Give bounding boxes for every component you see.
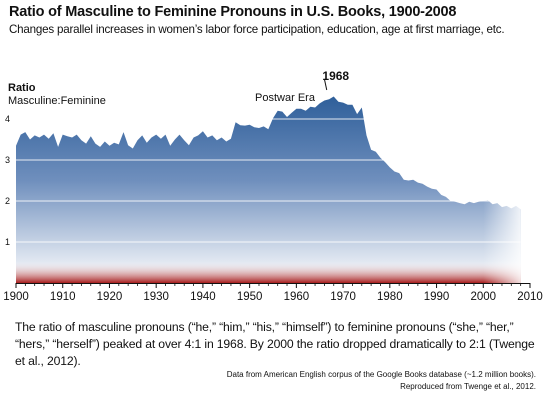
y-tick-label: 2	[5, 196, 10, 206]
source-line-1: Data from American English corpus of the…	[226, 370, 536, 379]
x-tick-label: 1990	[424, 291, 450, 303]
x-tick-label: 2010	[517, 291, 543, 303]
x-tick-label: 2000	[470, 291, 496, 303]
annotation-peak-1968: 1968	[322, 69, 349, 83]
ratio-area-series	[16, 96, 521, 283]
chart-caption: The ratio of masculine pronouns (“he,” “…	[15, 320, 535, 368]
x-tick-label: 1900	[3, 291, 29, 303]
x-tick-label: 1970	[330, 291, 356, 303]
source-note: Data from American English corpus of the…	[227, 369, 536, 393]
chart-subtitle: Changes parallel increases in women’s la…	[9, 23, 505, 36]
y-tick-label: 3	[5, 155, 10, 165]
x-tick-label: 1910	[50, 291, 76, 303]
y-axis-sublabel: Masculine:Feminine	[8, 95, 106, 107]
source-line-2: Reproduced from Twenge et al., 2012.	[400, 382, 536, 391]
x-tick-label: 1980	[377, 291, 403, 303]
x-tick-label: 1930	[143, 291, 169, 303]
x-tick-label: 1950	[237, 291, 263, 303]
x-tick-label: 1920	[97, 291, 123, 303]
x-tick-label: 1940	[190, 291, 216, 303]
baseline-band	[16, 261, 521, 283]
chart-title: Ratio of Masculine to Feminine Pronouns …	[9, 4, 457, 20]
annotation-postwar-era: Postwar Era	[255, 92, 316, 104]
y-tick-label: 1	[5, 237, 10, 247]
peak-pointer-line	[323, 78, 328, 91]
y-axis-label: Ratio	[8, 82, 36, 94]
y-tick-label: 4	[5, 114, 10, 124]
right-fade	[483, 70, 521, 283]
x-tick-label: 1960	[284, 291, 310, 303]
